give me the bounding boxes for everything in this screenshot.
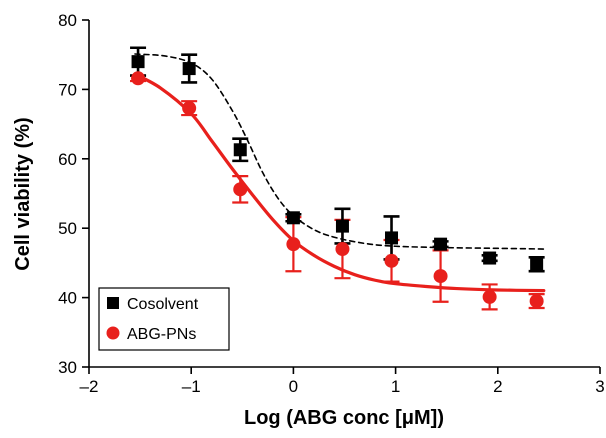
cosolvent-point <box>385 231 399 245</box>
abg-pns-point <box>482 289 497 304</box>
x-tick-label: –1 <box>182 377 201 396</box>
abg-pns-point <box>335 242 350 257</box>
abg-pns-point <box>433 269 448 284</box>
y-tick-label: 40 <box>58 289 77 308</box>
x-tick-label: 1 <box>391 377 400 396</box>
abg-pns-point <box>286 237 301 252</box>
x-tick-label: –2 <box>80 377 99 396</box>
x-axis-ticks: –2 –1 0 1 2 3 <box>80 367 605 396</box>
x-tick-label: 3 <box>595 377 604 396</box>
abg-pns-point <box>384 253 399 268</box>
legend-marker-abg-pns <box>106 326 120 340</box>
x-axis-label: Log (ABG conc [μM]) <box>244 407 444 429</box>
x-tick-label: 0 <box>289 377 298 396</box>
cosolvent-point <box>335 219 349 233</box>
y-tick-label: 30 <box>58 358 77 377</box>
cosolvent-point <box>182 62 196 76</box>
y-axis-ticks: 30 40 50 60 70 80 <box>58 11 89 377</box>
y-tick-label: 50 <box>58 219 77 238</box>
legend-marker-cosolvent <box>107 297 119 309</box>
legend-box <box>98 287 230 351</box>
x-tick-label: 2 <box>493 377 502 396</box>
abg-pns-point <box>131 71 146 86</box>
abg-pns-point <box>182 101 197 116</box>
abg-pns-fit-curve <box>133 72 546 293</box>
y-axis-label: Cell viability (%) <box>12 117 34 270</box>
cosolvent-point <box>131 55 145 69</box>
y-tick-label: 70 <box>58 80 77 99</box>
legend: Cosolvent ABG-PNs <box>98 287 230 351</box>
abg-pns-point <box>233 182 248 197</box>
fit-curves <box>133 53 546 293</box>
cosolvent-point <box>530 257 544 271</box>
data-markers <box>131 55 544 309</box>
abg-pns-point <box>529 294 544 309</box>
cosolvent-point <box>286 211 300 225</box>
y-tick-label: 80 <box>58 11 77 30</box>
legend-label-cosolvent: Cosolvent <box>127 296 199 313</box>
cosolvent-point <box>434 237 448 251</box>
cosolvent-point <box>483 251 497 265</box>
y-tick-label: 60 <box>58 150 77 169</box>
cosolvent-point <box>233 143 247 157</box>
legend-label-abg-pns: ABG-PNs <box>127 326 196 343</box>
axes <box>88 20 600 368</box>
error-bars <box>130 46 545 311</box>
